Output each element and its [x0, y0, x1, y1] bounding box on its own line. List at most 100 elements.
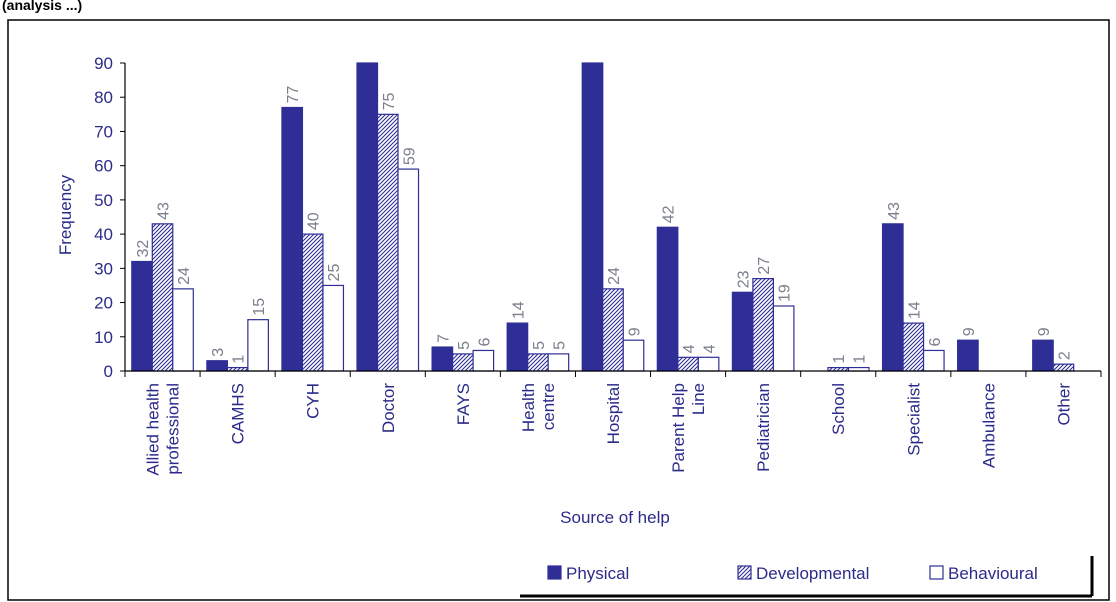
data-label: 25	[326, 264, 343, 282]
bar-physical	[431, 346, 454, 372]
data-label: 24	[176, 267, 193, 285]
bar-developmental	[1052, 363, 1075, 372]
bar-physical	[506, 322, 529, 372]
legend: Physical Developmental Behavioural	[520, 556, 1094, 598]
header-text: (analysis ...)	[2, 0, 82, 13]
bar-developmental	[451, 353, 474, 372]
bar-developmental	[677, 356, 699, 372]
y-tick-label: 30	[94, 259, 113, 278]
category-label: Parent Help	[669, 383, 688, 473]
bar-physical	[206, 360, 228, 372]
data-label: 14	[510, 301, 527, 319]
legend-developmental-swatch	[737, 565, 752, 580]
bar-behavioural	[922, 349, 945, 372]
data-label: 77	[285, 86, 302, 104]
bar-behavioural	[622, 339, 645, 372]
y-tick-label: 70	[94, 122, 113, 141]
category-label: FAYS	[454, 383, 473, 425]
y-tick-label: 90	[94, 54, 113, 73]
category-label: CYH	[304, 383, 323, 419]
category-label: Health	[519, 383, 538, 432]
category-label: Specialist	[904, 383, 923, 456]
category-label: Hospital	[604, 383, 623, 444]
data-label: 2	[1056, 351, 1073, 360]
y-tick-label: 60	[94, 157, 113, 176]
category-label: School	[829, 383, 848, 435]
data-label: 23	[736, 270, 753, 288]
data-label: 1	[831, 355, 848, 364]
bar-developmental	[602, 288, 624, 372]
data-label: 24	[606, 267, 623, 285]
bar-physical	[131, 260, 153, 372]
bar-developmental	[527, 353, 549, 372]
bar-behavioural	[172, 288, 194, 372]
data-label: 9	[627, 327, 644, 336]
bar-behavioural	[322, 284, 345, 372]
bar-physical	[1032, 339, 1054, 372]
legend-behavioural-swatch	[929, 565, 944, 580]
bar-physical	[881, 223, 904, 372]
bar-behavioural	[697, 356, 720, 372]
data-label: 5	[456, 341, 473, 350]
data-label: 27	[756, 257, 773, 275]
category-label: Pediatrician	[754, 383, 773, 472]
bar-developmental	[902, 322, 925, 372]
category-label: Allied health	[144, 383, 163, 476]
data-label: 5	[551, 341, 568, 350]
data-label: 40	[306, 212, 323, 230]
bar-physical	[581, 62, 604, 372]
data-label: 9	[961, 327, 978, 336]
legend-physical-label: Physical	[566, 564, 629, 583]
chart-frame	[7, 19, 1110, 601]
bar-developmental	[752, 278, 775, 372]
category-label: Ambulance	[979, 383, 998, 468]
y-tick-label: 0	[104, 362, 113, 381]
category-label: Line	[689, 383, 708, 415]
data-label: 9	[1036, 327, 1053, 336]
data-label: 59	[401, 147, 418, 165]
legend-behavioural-label: Behavioural	[948, 564, 1038, 583]
legend-physical-swatch	[547, 565, 562, 580]
legend-developmental-label: Developmental	[756, 564, 869, 583]
category-label: CAMHS	[229, 383, 248, 444]
category-label: Doctor	[379, 383, 398, 433]
bar-behavioural	[547, 353, 570, 372]
data-label: 15	[251, 298, 268, 316]
data-label: 19	[777, 284, 794, 302]
data-label: 3	[210, 348, 227, 357]
bar-physical	[281, 106, 304, 372]
data-label: 7	[435, 334, 452, 343]
category-label: Other	[1054, 383, 1073, 426]
data-label: 75	[381, 92, 398, 110]
y-tick-label: 50	[94, 191, 113, 210]
bar-developmental	[376, 113, 399, 372]
bar-physical	[731, 291, 754, 372]
y-tick-label: 80	[94, 88, 113, 107]
data-label: 43	[156, 202, 173, 220]
data-label: 1	[231, 355, 248, 364]
data-label: 14	[906, 301, 923, 319]
bar-behavioural	[472, 349, 495, 372]
data-label: 6	[927, 337, 944, 346]
data-label: 4	[702, 344, 719, 353]
bar-behavioural	[247, 319, 269, 372]
data-label: 32	[135, 240, 152, 258]
y-tick-label: 40	[94, 225, 113, 244]
y-tick-label: 10	[94, 328, 113, 347]
x-axis-title: Source of help	[560, 508, 670, 527]
data-label: 43	[886, 202, 903, 220]
category-label: professional	[164, 383, 183, 475]
bar-physical	[957, 339, 979, 372]
data-label: 42	[661, 205, 678, 223]
data-label: 1	[852, 355, 869, 364]
bar-behavioural	[772, 305, 795, 372]
bar-physical	[356, 62, 379, 372]
y-tick-label: 20	[94, 294, 113, 313]
data-label: 4	[681, 344, 698, 353]
data-label: 6	[476, 337, 493, 346]
data-label: 5	[531, 341, 548, 350]
bar-developmental	[301, 233, 324, 372]
bar-physical	[656, 226, 679, 372]
